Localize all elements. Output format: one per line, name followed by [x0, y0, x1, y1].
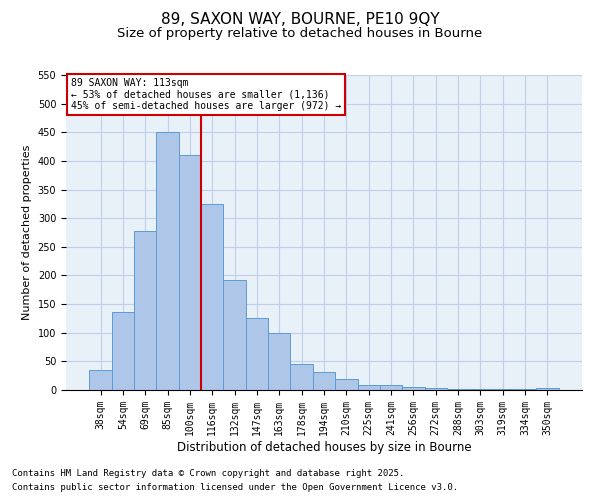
Bar: [447, 389, 469, 390]
Text: 89, SAXON WAY, BOURNE, PE10 9QY: 89, SAXON WAY, BOURNE, PE10 9QY: [161, 12, 439, 28]
Bar: [246, 318, 268, 390]
Bar: [402, 387, 425, 390]
Bar: [425, 388, 447, 390]
Text: Contains HM Land Registry data © Crown copyright and database right 2025.: Contains HM Land Registry data © Crown c…: [12, 468, 404, 477]
Text: Contains public sector information licensed under the Open Government Licence v3: Contains public sector information licen…: [12, 484, 458, 492]
X-axis label: Distribution of detached houses by size in Bourne: Distribution of detached houses by size …: [176, 440, 472, 454]
Bar: [112, 312, 134, 390]
Bar: [223, 280, 246, 390]
Bar: [134, 231, 157, 390]
Bar: [380, 386, 402, 390]
Bar: [179, 155, 201, 390]
Bar: [157, 132, 179, 390]
Bar: [201, 204, 223, 390]
Bar: [358, 386, 380, 390]
Text: 89 SAXON WAY: 113sqm
← 53% of detached houses are smaller (1,136)
45% of semi-de: 89 SAXON WAY: 113sqm ← 53% of detached h…: [71, 78, 341, 112]
Y-axis label: Number of detached properties: Number of detached properties: [22, 145, 32, 320]
Bar: [335, 378, 358, 390]
Bar: [268, 332, 290, 390]
Bar: [89, 370, 112, 390]
Text: Size of property relative to detached houses in Bourne: Size of property relative to detached ho…: [118, 28, 482, 40]
Bar: [290, 364, 313, 390]
Bar: [313, 372, 335, 390]
Bar: [536, 388, 559, 390]
